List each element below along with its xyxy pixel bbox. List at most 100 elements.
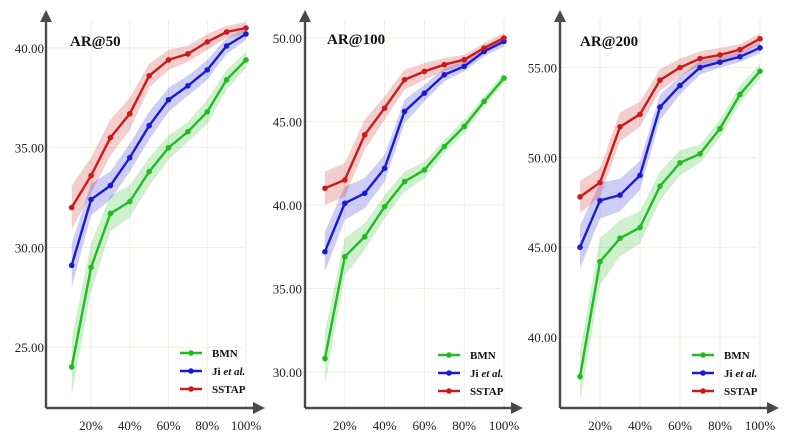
y-tick-label: 30.00	[15, 240, 44, 255]
data-point-sstap	[243, 25, 249, 31]
x-tick-label: 100%	[745, 418, 776, 433]
legend-label-bmn: BMN	[212, 348, 238, 360]
legend-marker-ji-et-al	[700, 370, 706, 376]
data-point-ji-et-al	[677, 82, 683, 89]
confidence-band-bmn	[580, 63, 760, 402]
data-point-bmn	[617, 235, 623, 242]
data-point-ji-et-al	[657, 104, 663, 110]
legend-label-sstap: SSTAP	[212, 384, 246, 396]
x-tick-label: 80%	[452, 418, 476, 433]
data-point-ji-et-al	[68, 262, 75, 269]
data-point-ji-et-al	[697, 64, 703, 71]
y-tick-label: 45.00	[273, 115, 302, 130]
data-point-sstap	[577, 194, 583, 200]
series-line-sstap	[70, 26, 247, 209]
series-line-ji-et-al	[323, 40, 505, 253]
x-tick-label: 40%	[628, 418, 652, 433]
data-point-ji-et-al	[401, 108, 408, 115]
data-point-ji-et-al	[597, 197, 603, 204]
data-point-sstap	[597, 179, 603, 186]
legend-marker-bmn	[700, 352, 706, 358]
y-tick-label: 25.00	[15, 340, 44, 355]
legend-marker-sstap	[446, 388, 452, 394]
grid-lines	[560, 20, 761, 408]
data-point-bmn	[737, 91, 743, 98]
legend-label-ji-et-al: Ji et al.	[724, 368, 757, 380]
data-point-bmn	[717, 125, 723, 132]
data-point-bmn	[342, 253, 348, 260]
data-point-ji-et-al	[757, 44, 763, 51]
x-axis-arrow	[767, 402, 779, 414]
data-point-ji-et-al	[107, 182, 114, 189]
data-point-bmn	[461, 123, 468, 130]
data-point-bmn	[146, 168, 152, 175]
data-point-sstap	[421, 68, 428, 75]
data-point-bmn	[322, 355, 328, 362]
y-tick-label: 50.00	[273, 31, 302, 46]
chart-panel-ar100: 30.00 35.00 40.00 45.00 50.00 20% 40% 60% 80% 100…	[273, 10, 523, 433]
data-point-sstap	[677, 64, 683, 71]
chart-panel-ar200: 40.00 45.00 50.00 55.00 20% 40% 60% 80% 100% AR@2…	[528, 10, 779, 433]
data-point-sstap	[223, 29, 230, 35]
data-point-sstap	[637, 111, 643, 118]
x-tick-label: 100%	[231, 418, 262, 433]
x-tick-label: 20%	[333, 418, 357, 433]
y-tick-label: 35.00	[15, 141, 44, 156]
grid-lines	[46, 20, 247, 408]
chart-panel-ar50: 25.00 30.00 35.00 40.00 20% 40% 60% 80% 100% AR@5…	[15, 10, 265, 433]
data-point-bmn	[441, 143, 448, 150]
y-axis-arrow	[40, 10, 52, 22]
data-point-bmn	[401, 178, 408, 185]
series-line-bmn	[70, 59, 247, 368]
data-point-bmn	[697, 150, 703, 157]
data-point-ji-et-al	[717, 59, 723, 65]
data-point-bmn	[637, 224, 643, 231]
data-point-ji-et-al	[577, 244, 583, 251]
x-tick-label: 40%	[118, 418, 142, 433]
data-point-sstap	[204, 39, 211, 45]
x-tick-label: 60%	[412, 418, 436, 433]
data-point-ji-et-al	[243, 31, 249, 37]
data-point-sstap	[88, 172, 94, 179]
data-point-ji-et-al	[146, 122, 152, 129]
y-tick-label: 30.00	[273, 365, 302, 380]
data-point-sstap	[481, 45, 487, 51]
data-point-bmn	[381, 203, 388, 210]
data-point-sstap	[757, 35, 763, 42]
data-point-bmn	[597, 258, 603, 265]
data-point-ji-et-al	[737, 53, 743, 60]
data-point-ji-et-al	[88, 196, 94, 203]
data-point-bmn	[68, 364, 75, 370]
y-tick-label: 40.00	[528, 330, 557, 345]
legend: BMN Ji et al. SSTAP	[438, 350, 504, 398]
panel-title: AR@50	[70, 34, 121, 50]
data-point-bmn	[204, 108, 211, 115]
y-axis-arrow	[299, 10, 311, 22]
data-point-bmn	[126, 198, 133, 205]
legend: BMN Ji et al. SSTAP	[180, 348, 246, 396]
y-tick-label: 45.00	[528, 240, 557, 255]
x-axis-arrow	[511, 402, 523, 414]
data-point-sstap	[107, 134, 114, 141]
data-point-ji-et-al	[421, 90, 428, 96]
data-point-ji-et-al	[322, 248, 328, 255]
legend-label-sstap: SSTAP	[470, 386, 504, 398]
x-tick-label: 20%	[588, 418, 612, 433]
data-point-sstap	[361, 132, 368, 138]
data-point-bmn	[481, 98, 487, 105]
data-point-sstap	[342, 177, 348, 183]
x-tick-label: 80%	[708, 418, 732, 433]
legend-marker-sstap	[700, 388, 706, 394]
data-point-sstap	[657, 77, 663, 83]
data-point-sstap	[401, 76, 408, 83]
confidence-band-bmn	[324, 73, 504, 386]
series-line-ji-et-al	[70, 32, 247, 266]
data-point-ji-et-al	[342, 200, 348, 207]
y-axis-arrow	[554, 10, 566, 22]
data-point-sstap	[501, 35, 507, 41]
data-point-sstap	[617, 124, 623, 130]
x-tick-label: 100%	[489, 418, 520, 433]
legend-label-ji-et-al: Ji et al.	[470, 368, 503, 380]
data-point-ji-et-al	[361, 190, 368, 197]
